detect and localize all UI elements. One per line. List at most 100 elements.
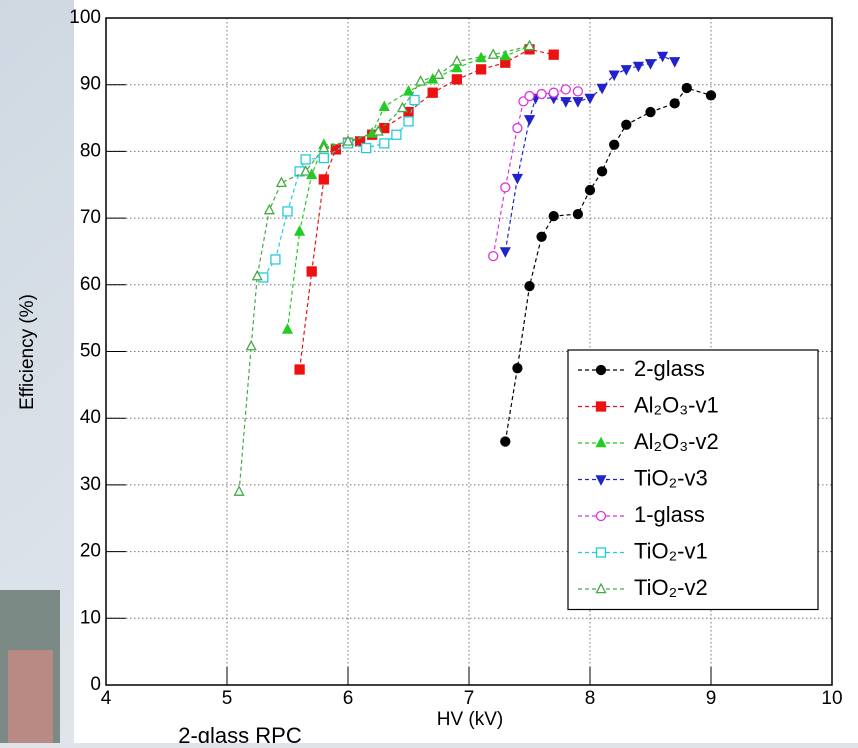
series-line [299, 48, 554, 370]
marker [669, 57, 681, 68]
y-tick-label: 100 [69, 7, 101, 28]
marker [595, 401, 607, 412]
marker [595, 364, 607, 376]
y-tick-label: 40 [80, 407, 101, 428]
y-tick-label: 80 [80, 140, 101, 161]
marker [595, 475, 607, 486]
marker [512, 363, 523, 374]
legend-label: 2-glass [634, 356, 705, 381]
x-tick-label: 6 [343, 688, 354, 709]
marker [318, 174, 329, 185]
marker [391, 129, 402, 140]
marker [294, 364, 305, 375]
legend-label: TiO₂-v1 [634, 538, 708, 563]
marker [596, 83, 608, 95]
marker [536, 231, 547, 242]
marker [330, 144, 342, 155]
marker [403, 116, 414, 127]
marker [548, 87, 559, 98]
legend-label: 1-glass [634, 502, 705, 527]
marker [275, 176, 288, 187]
marker [451, 61, 463, 73]
marker [282, 206, 293, 217]
x-tick-label: 5 [222, 688, 233, 709]
marker [596, 166, 608, 177]
marker [548, 210, 559, 222]
marker [475, 64, 487, 75]
marker [451, 74, 463, 85]
marker [620, 65, 632, 76]
marker [705, 90, 717, 101]
legend-label: TiO₂-v3 [634, 465, 708, 490]
marker [500, 182, 511, 193]
marker [681, 82, 692, 94]
marker [595, 582, 607, 594]
marker [645, 106, 656, 118]
marker [306, 266, 317, 277]
y-tick-label: 10 [80, 607, 101, 628]
marker [263, 203, 275, 215]
photo-fragment-inner [8, 650, 53, 743]
marker [487, 48, 499, 59]
x-tick-label: 8 [585, 688, 596, 709]
marker [560, 84, 571, 95]
x-tick-label: 10 [821, 688, 842, 709]
marker [245, 339, 257, 351]
marker [300, 154, 311, 165]
marker [523, 39, 536, 51]
marker [572, 208, 584, 220]
marker [300, 165, 312, 176]
marker [294, 225, 306, 236]
marker [584, 93, 596, 105]
marker [572, 86, 584, 97]
legend-label: Al₂O₃-v2 [634, 429, 719, 454]
marker [511, 173, 523, 185]
y-tick-label: 50 [80, 341, 101, 362]
caption: 2-glass RPC [178, 723, 302, 743]
marker [360, 142, 372, 154]
marker [318, 141, 330, 153]
y-tick-label: 30 [80, 474, 101, 495]
marker [415, 75, 427, 86]
marker [523, 115, 536, 126]
marker [372, 125, 384, 136]
marker [402, 85, 415, 96]
marker [499, 247, 511, 258]
marker [342, 135, 354, 146]
x-tick-label: 9 [706, 688, 717, 709]
y-tick-label: 0 [90, 674, 101, 695]
plot: 4 5 6 7 8 9 1001020304050607080901002-glassAl₂… [69, 7, 842, 709]
marker [595, 547, 607, 558]
marker [621, 119, 632, 130]
marker [499, 49, 511, 61]
marker [609, 139, 620, 150]
marker [270, 254, 281, 265]
y-axis-title: Efficiency (%) [17, 294, 38, 410]
marker [233, 485, 245, 496]
marker [644, 59, 657, 70]
marker [488, 250, 499, 262]
x-tick-label: 4 [101, 688, 112, 709]
marker [595, 436, 607, 448]
legend-label: TiO₂-v2 [634, 575, 708, 600]
marker [524, 90, 535, 102]
marker [409, 94, 420, 106]
marker [524, 280, 535, 292]
marker [536, 88, 547, 100]
marker [318, 152, 329, 164]
marker [251, 269, 263, 281]
marker [512, 122, 523, 134]
marker [548, 49, 559, 60]
legend: 2-glass Al₂O₃-v1 Al₂O₃-v2 TiO₂-v3 1-glass TiO… [567, 349, 819, 611]
marker [378, 100, 390, 111]
marker [657, 51, 669, 63]
marker [608, 70, 620, 82]
marker [500, 436, 511, 447]
marker [595, 510, 607, 522]
marker [632, 61, 644, 73]
marker [572, 97, 584, 108]
marker [427, 87, 438, 98]
marker [433, 68, 445, 79]
